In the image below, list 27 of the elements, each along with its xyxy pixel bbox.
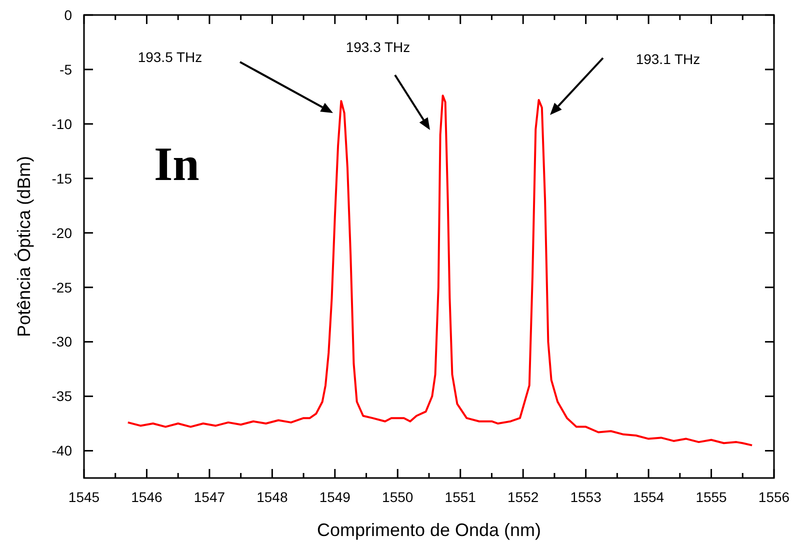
y-tick-label: 0 [64, 6, 72, 23]
x-tick-label: 1553 [570, 489, 602, 505]
y-tick-label: -35 [52, 388, 72, 404]
x-tick-label: 1554 [632, 489, 664, 505]
x-tick-label: 1546 [131, 489, 163, 505]
annotation: 193.5 THz [138, 48, 202, 65]
y-axis-title: Potência Óptica (dBm) [14, 156, 34, 338]
y-tick-label: -25 [52, 279, 72, 296]
y-tick-label: -30 [52, 334, 72, 350]
x-axis-title: Comprimento de Onda (nm) [316, 520, 542, 540]
annotation: 193.1 THz [636, 50, 700, 67]
y-tick-label: -5 [60, 61, 72, 78]
x-tick-label: 1548 [256, 489, 288, 505]
annotation: In [154, 138, 200, 191]
x-tick-label: 1547 [194, 489, 226, 505]
x-tick-label: 1550 [382, 489, 414, 505]
x-tick-label: 1551 [444, 489, 476, 505]
y-tick-label: -20 [52, 224, 72, 241]
x-tick-label: 1552 [508, 489, 539, 505]
x-tick-label: 1555 [696, 489, 728, 505]
annotation: 193.3 THz [346, 38, 410, 55]
y-tick-label: -10 [52, 116, 72, 132]
y-tick-label: -15 [52, 170, 72, 186]
x-tick-label: 1549 [319, 489, 351, 505]
x-tick-label: 1545 [68, 489, 100, 505]
x-tick-label: 1556 [758, 489, 790, 505]
y-tick-label: -40 [52, 442, 72, 459]
